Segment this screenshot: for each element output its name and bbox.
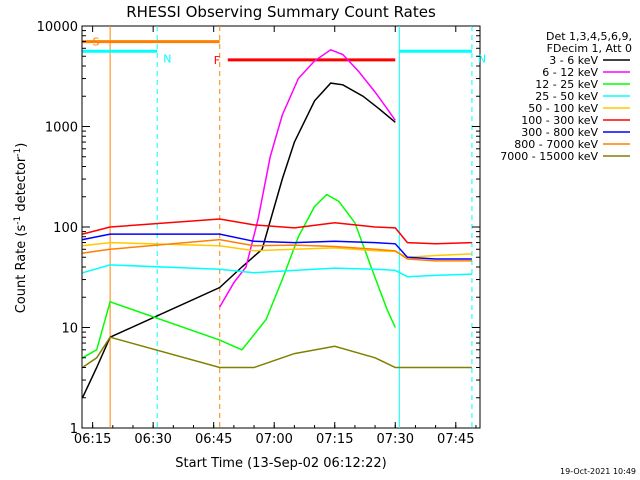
x-tick-label: 07:00 (255, 432, 292, 447)
legend-label: 100 - 300 keV (521, 114, 598, 127)
y-tick-label: 1000 (45, 121, 78, 136)
legend-label: 7000 - 15000 keV (500, 150, 598, 163)
legend-label: 6 - 12 keV (542, 66, 598, 79)
x-tick-label: 07:15 (316, 432, 353, 447)
legend-label: 50 - 100 keV (528, 102, 598, 115)
generation-timestamp: 19-Oct-2021 10:49 (560, 467, 636, 476)
series-line-800-7000-kev (82, 238, 472, 262)
x-axis-label: Start Time (13-Sep-02 06:12:22) (175, 456, 386, 471)
plot-area: S N N F (81, 25, 486, 429)
y-axis-label-sup1: -1 (13, 216, 23, 225)
series-line-25-50-kev (82, 264, 472, 278)
x-tick-label: 06:15 (74, 432, 111, 447)
y-tick-label: 1 (70, 422, 78, 437)
series-line-300-800-kev (82, 233, 472, 260)
series-line-12-25-kev (82, 193, 396, 359)
y-axis-label-mid: detector (14, 156, 29, 216)
series-line-50-100-kev (82, 241, 472, 259)
annotation-label-f: F (214, 54, 220, 67)
legend-header-line-2: FDecim 1, Att 0 (547, 42, 632, 55)
y-axis-label-sup2: -1 (13, 148, 23, 157)
legend-label: 800 - 7000 keV (514, 138, 598, 151)
chart-title: RHESSI Observing Summary Count Rates (126, 3, 436, 21)
y-axis-label-end: ) (14, 143, 29, 148)
annotation-label-n: N (163, 52, 171, 65)
x-tick-label: 06:45 (195, 432, 232, 447)
series-line-7000-15000-kev (82, 336, 472, 369)
legend-label: 12 - 25 keV (535, 78, 598, 91)
annotation-label-n: N (478, 52, 486, 65)
y-tick-label: 10 (61, 322, 78, 337)
x-axis-ticks: 06:15 06:30 06:45 07:00 07:15 07:30 07:45 (74, 26, 477, 447)
legend-label: 3 - 6 keV (549, 54, 598, 67)
y-tick-label: 10000 (37, 20, 78, 35)
x-tick-label: 07:45 (437, 432, 474, 447)
x-tick-label: 07:30 (377, 432, 414, 447)
x-tick-label: 06:30 (134, 432, 171, 447)
legend: Det 1,3,4,5,6,9, FDecim 1, Att 0 3 - 6 k… (500, 30, 632, 163)
y-axis-label-main: Count Rate (s (14, 225, 29, 314)
event-lines (109, 26, 473, 428)
series-lines (81, 48, 472, 399)
y-axis-ticks: 1 10 100 1000 10000 (37, 20, 480, 437)
annotation-label-s: S (93, 36, 100, 49)
y-tick-label: 100 (53, 221, 78, 236)
series-line-100-300-kev (82, 218, 472, 245)
annotation-bars: S N N F (82, 36, 486, 67)
legend-label: 25 - 50 keV (535, 90, 598, 103)
series-line-3-6-kev (81, 82, 396, 399)
legend-label: 300 - 800 keV (521, 126, 598, 139)
legend-header-line-1: Det 1,3,4,5,6,9, (546, 30, 632, 43)
series-line-6-12-kev (219, 48, 396, 308)
y-axis-label: Count Rate (s-1 detector-1) (13, 143, 29, 314)
